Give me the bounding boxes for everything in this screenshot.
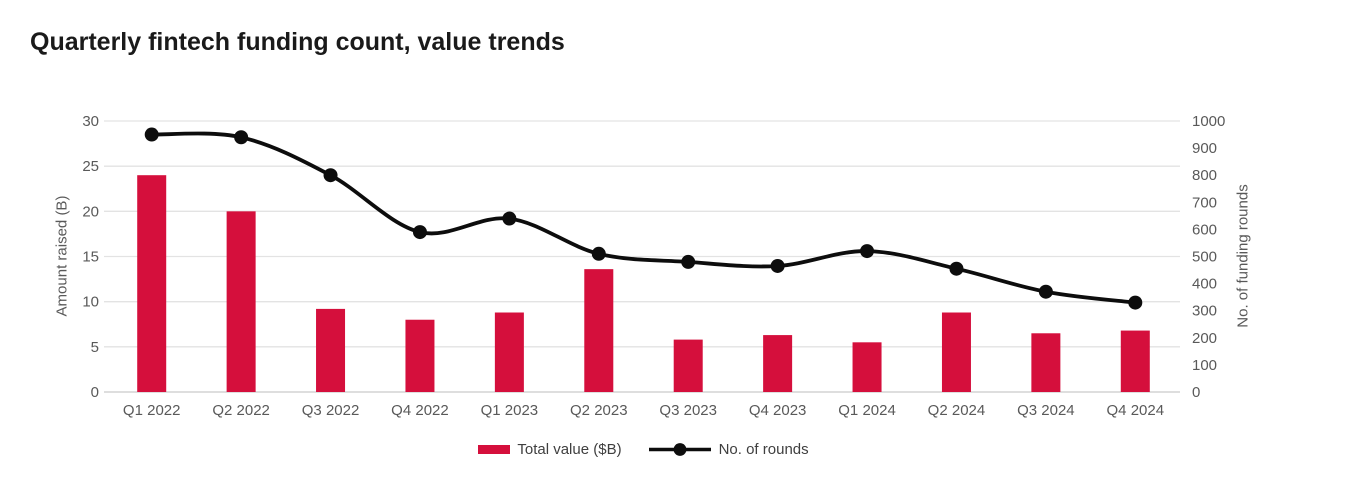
bar xyxy=(405,319,435,392)
line-series xyxy=(151,131,1136,305)
x-axis-tick-label: Q1 2022 xyxy=(123,402,181,419)
page-title: Quarterly fintech funding count, value t… xyxy=(30,28,565,56)
line-point xyxy=(591,246,606,261)
left-axis-title: Amount raised (B) xyxy=(53,195,71,317)
line-point xyxy=(1128,295,1143,310)
x-axis-tick-label: Q2 2023 xyxy=(570,402,628,419)
x-axis-tick-label: Q1 2024 xyxy=(838,402,896,419)
x-axis-tick-label: Q3 2023 xyxy=(659,402,717,419)
y-axis-tick-label: 15 xyxy=(82,249,99,266)
right-axis-title: No. of funding rounds xyxy=(1234,184,1252,328)
y2-axis-tick-label: 600 xyxy=(1192,221,1217,238)
legend-bar-swatch xyxy=(478,444,511,454)
x-axis-tick-label: Q2 2024 xyxy=(928,402,986,419)
line-point xyxy=(412,225,427,240)
line-point xyxy=(144,127,159,142)
bar xyxy=(1120,330,1150,392)
line-point xyxy=(681,254,696,269)
line-point xyxy=(502,211,517,226)
bar xyxy=(763,335,793,392)
bar xyxy=(137,175,167,392)
x-axis-tick-label: Q4 2024 xyxy=(1107,402,1165,419)
bar xyxy=(941,312,971,392)
line-point xyxy=(770,258,785,273)
chart-legend: Total value ($B) No. of rounds xyxy=(107,436,1180,462)
y2-axis-tick-label: 0 xyxy=(1192,384,1200,401)
y-axis-tick-label: 5 xyxy=(91,339,99,356)
legend-item-rounds: No. of rounds xyxy=(648,441,809,458)
x-axis-tick-label: Q4 2022 xyxy=(391,402,449,419)
line-point xyxy=(949,261,964,276)
bar xyxy=(852,342,882,392)
y2-axis-tick-label: 200 xyxy=(1192,330,1217,347)
y2-axis-tick-label: 900 xyxy=(1192,140,1217,157)
line-point xyxy=(1038,284,1053,299)
y2-axis-tick-label: 1000 xyxy=(1192,113,1225,130)
x-axis-tick-label: Q4 2023 xyxy=(749,402,807,419)
y-axis-tick-label: 30 xyxy=(82,113,99,130)
x-axis-tick-label: Q3 2022 xyxy=(302,402,360,419)
y2-axis-tick-label: 700 xyxy=(1192,194,1217,211)
y2-axis-tick-label: 100 xyxy=(1192,357,1217,374)
bar xyxy=(226,211,256,392)
legend-item-total-value: Total value ($B) xyxy=(478,440,622,458)
y2-axis-tick-label: 300 xyxy=(1192,303,1217,320)
legend-line-label: No. of rounds xyxy=(718,440,809,458)
y2-axis-tick-label: 400 xyxy=(1192,276,1217,293)
x-axis-tick-label: Q3 2024 xyxy=(1017,402,1075,419)
legend-line-swatch xyxy=(648,442,711,456)
x-axis-tick-label: Q1 2023 xyxy=(481,402,539,419)
bar xyxy=(316,308,346,392)
bar xyxy=(673,339,703,392)
y2-axis-tick-label: 800 xyxy=(1192,167,1217,184)
y-axis-tick-label: 25 xyxy=(82,158,99,175)
bar xyxy=(584,269,614,392)
y-axis-tick-label: 10 xyxy=(82,294,99,311)
bar xyxy=(1031,333,1061,392)
legend-bar-label: Total value ($B) xyxy=(517,440,622,458)
y2-axis-tick-label: 500 xyxy=(1192,249,1217,266)
x-axis-tick-label: Q2 2022 xyxy=(212,402,270,419)
y-axis-tick-label: 0 xyxy=(91,384,99,401)
line-point xyxy=(323,168,338,183)
line-point xyxy=(234,130,249,145)
y-axis-tick-label: 20 xyxy=(82,203,99,220)
bar xyxy=(494,312,524,392)
line-point xyxy=(860,244,875,259)
